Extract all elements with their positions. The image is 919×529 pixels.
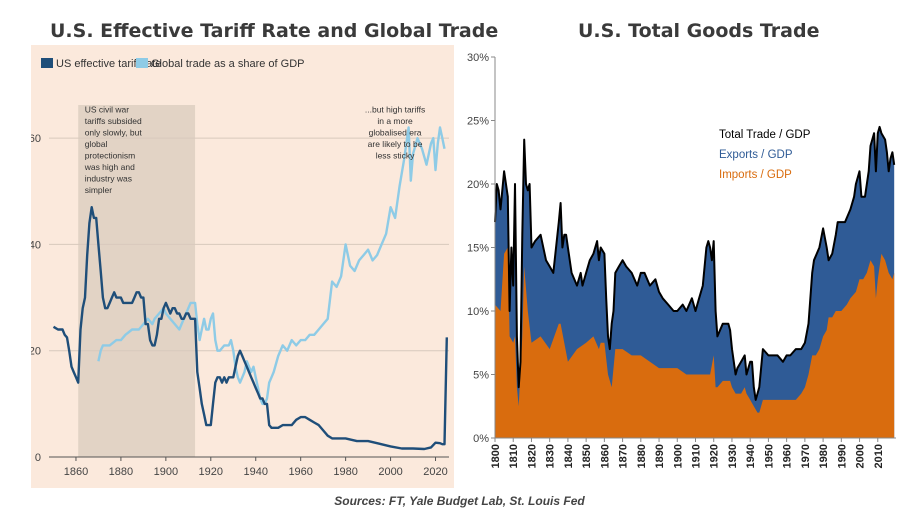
left-chart-title: U.S. Effective Tariff Rate and Global Tr… (50, 20, 499, 42)
y-tick-label: 25% (467, 116, 489, 128)
x-tick-label: 1880 (636, 444, 648, 468)
annotation-line: simpler (85, 185, 113, 195)
x-tick-label: 1910 (691, 444, 703, 468)
y-tick-label: 40 (31, 239, 41, 251)
legend-label: Imports / GDP (719, 169, 792, 181)
tariff-chart: 0 20 40 60 1860 1880 1900 1920 1940 1960 1980 2000 2… (29, 58, 449, 478)
annotation-line: in a more (377, 116, 413, 126)
x-tick-label: 1950 (763, 444, 775, 468)
x-tick-label: 1840 (563, 444, 575, 468)
goods-trade-chart: 0% 5% 10% 15% 20% 25% 30% 1800 1810 1820 1830 1840 1… (467, 52, 896, 468)
y-tick-label: 15% (467, 243, 489, 255)
x-tick-label: 1980 (818, 444, 830, 468)
annotation-line: tariffs subsided (85, 116, 142, 126)
x-tick-label: 1860 (599, 444, 611, 468)
legend-label: Exports / GDP (719, 149, 793, 161)
x-tick-label: 1920 (199, 466, 223, 478)
y-tick-label: 60 (31, 133, 41, 145)
annotation-line: only slowly, but (85, 128, 143, 138)
x-tick-label: 1960 (782, 444, 794, 468)
goods-trade-chart-panel: 0% 5% 10% 15% 20% 25% 30% 1800 1810 1820 1830 1840 1… (458, 45, 912, 487)
x-tick-label: 1920 (709, 444, 721, 468)
annotation-line: are likely to be (368, 139, 423, 149)
y-tick-label: 30% (467, 52, 489, 64)
y-tick-label: 10% (467, 306, 489, 318)
x-tick-label: 1890 (654, 444, 666, 468)
y-tick-label: 5% (473, 370, 489, 382)
source-note: Sources: FT, Yale Budget Lab, St. Louis … (334, 494, 585, 508)
annotation-line: was high and (84, 162, 135, 172)
y-tick-label: 20% (467, 179, 489, 191)
x-tick-label: 1820 (526, 444, 538, 468)
tariff-chart-panel: 0 20 40 60 1860 1880 1900 1920 1940 1960 1980 2000 2… (29, 45, 454, 488)
x-tick-label: 1980 (333, 466, 357, 478)
annotation-line: industry was (85, 174, 132, 184)
legend-label: Total Trade / GDP (719, 129, 811, 141)
x-tick-label: 2020 (423, 466, 447, 478)
legend-label: Global trade as a share of GDP (151, 58, 304, 70)
x-tick-label: 1850 (581, 444, 593, 468)
x-tick-label: 1970 (800, 444, 812, 468)
legend-swatch (41, 58, 53, 68)
x-tick-label: 1880 (109, 466, 133, 478)
annotation-line: global (85, 139, 108, 149)
legend-label: US effective tariff rate (56, 58, 161, 70)
x-tick-label: 2000 (855, 444, 867, 468)
x-tick-label: 1940 (745, 444, 757, 468)
legend-swatch (136, 58, 148, 68)
y-tick-label: 0% (473, 433, 489, 445)
x-tick-label: 1900 (154, 466, 178, 478)
annotation-line: protectionism (85, 151, 136, 161)
annotation-line: ...but high tariffs (365, 105, 425, 115)
global-trade-line (97, 126, 446, 406)
annotation-line: US civil war (85, 105, 130, 115)
x-tick-label: 1870 (618, 444, 630, 468)
x-tick-label: 1930 (727, 444, 739, 468)
x-tick-label: 1860 (64, 466, 88, 478)
x-tick-label: 1940 (243, 466, 267, 478)
x-tick-label: 1810 (508, 444, 520, 468)
shaded-period-band (78, 105, 196, 457)
x-tick-label: 1990 (836, 444, 848, 468)
x-tick-label: 1900 (672, 444, 684, 468)
imports-area (495, 247, 895, 438)
annotation-line: less sticky (376, 151, 415, 161)
y-tick-label: 20 (31, 346, 41, 358)
total-trade-line (494, 125, 896, 401)
x-tick-label: 1960 (288, 466, 312, 478)
y-tick-label: 0 (35, 452, 41, 464)
tariff-rate-line (52, 206, 448, 451)
x-tick-label: 1800 (490, 444, 502, 468)
x-tick-label: 2000 (378, 466, 402, 478)
x-tick-label: 2010 (873, 444, 885, 468)
right-chart-title: U.S. Total Goods Trade (578, 20, 820, 42)
annotation-line: globalised era (369, 128, 422, 138)
x-tick-label: 1830 (545, 444, 557, 468)
